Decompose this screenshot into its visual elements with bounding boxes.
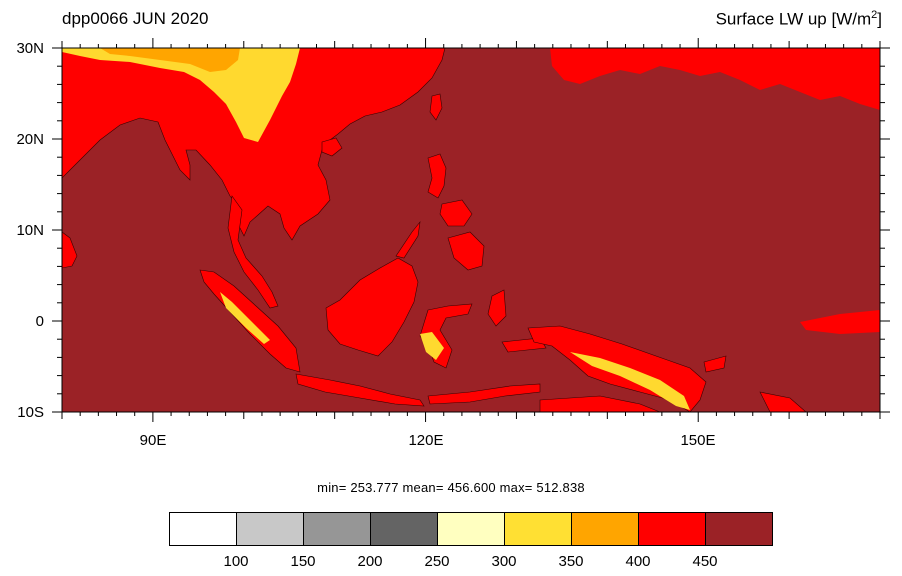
land-solomon — [759, 391, 807, 412]
ocean-warm-east — [800, 310, 880, 334]
colorbar-label-350: 350 — [558, 553, 584, 570]
highland-sumatra — [220, 292, 270, 344]
colorbar-label-250: 250 — [424, 553, 450, 570]
lon-tick-90e: 90E — [139, 432, 167, 449]
colorbar-box — [437, 512, 505, 546]
land-palawan — [395, 220, 421, 259]
colorbar-label-400: 400 — [625, 553, 651, 570]
map-title: dpp0066 JUN 2020 — [62, 9, 209, 28]
colorbar-box — [303, 512, 371, 546]
variable-title-text: Surface LW up [W/m — [715, 9, 872, 29]
ocean-warm-pool-north — [550, 48, 880, 110]
land-taiwan — [429, 93, 443, 121]
map-plot — [52, 38, 890, 422]
colorbar-label-300: 300 — [491, 553, 517, 570]
highland-sulawesi — [420, 332, 444, 360]
land-visayas — [439, 199, 473, 227]
axis-ticks — [52, 38, 890, 422]
colorbar — [169, 512, 773, 546]
land-luzon — [427, 153, 447, 199]
colorbar-box — [504, 512, 572, 546]
colorbar-label-200: 200 — [357, 553, 383, 570]
colorbar-box — [370, 512, 438, 546]
colorbar-box — [638, 512, 706, 546]
land-new-britain — [703, 355, 727, 373]
variable-title-end: ] — [877, 9, 882, 29]
highland-tibet-core — [100, 48, 240, 72]
highland-new-guinea — [570, 352, 690, 410]
land-java — [295, 373, 425, 407]
colorbar-label-450: 450 — [692, 553, 718, 570]
colorbar-label-100: 100 — [223, 553, 249, 570]
land-mainland-asia — [62, 48, 446, 241]
land-lesser-sunda — [427, 383, 541, 405]
lat-tick-10n: 10N — [16, 222, 44, 239]
lat-tick-10s: 10S — [17, 404, 44, 421]
land-india-south — [62, 231, 78, 269]
colorbar-box — [169, 512, 237, 546]
stats-line: min= 253.777 mean= 456.600 max= 512.838 — [317, 480, 585, 495]
land-moluccas — [487, 289, 507, 327]
colorbar-box — [236, 512, 304, 546]
colorbar-box — [705, 512, 773, 546]
unit-superscript: 2 — [871, 9, 878, 21]
land-hainan — [321, 137, 343, 157]
variable-title: Surface LW up [W/m2] — [716, 9, 882, 30]
highland-tibet — [62, 48, 300, 142]
lat-tick-20n: 20N — [16, 131, 44, 148]
lat-tick-0: 0 — [35, 313, 44, 330]
land-australia-north — [539, 395, 661, 412]
land-borneo — [325, 257, 419, 357]
land-mindanao — [447, 231, 485, 271]
colorbar-label-150: 150 — [290, 553, 316, 570]
lat-tick-30n: 30N — [16, 40, 44, 57]
lon-tick-150e: 150E — [680, 432, 716, 449]
colorbar-box — [571, 512, 639, 546]
land-malay-peninsula — [227, 195, 279, 309]
lon-tick-120e: 120E — [408, 432, 444, 449]
